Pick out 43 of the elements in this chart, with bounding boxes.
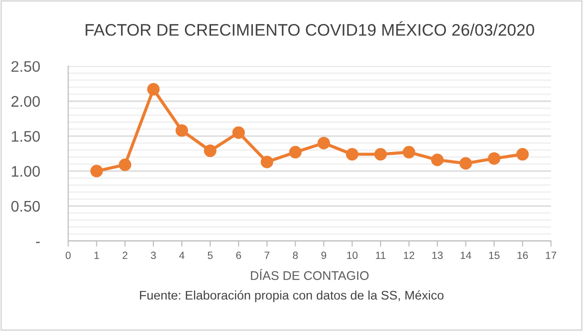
point <box>488 152 500 165</box>
x-tick-label: 5 <box>208 252 213 260</box>
y-tick-label: 2.00 <box>11 96 40 107</box>
x-tick-label: 13 <box>432 252 443 260</box>
x-tick-label: 12 <box>404 252 414 259</box>
x-tick-label: 14 <box>460 252 472 259</box>
y-tick-label: 0.50 <box>11 200 40 212</box>
x-tick-label: 3 <box>150 252 156 260</box>
point <box>90 164 103 178</box>
point <box>204 144 216 158</box>
x-tick-label: 1 <box>94 252 99 259</box>
x-tick-label: 17 <box>546 252 556 259</box>
y-tick-label: 1.50 <box>12 130 40 142</box>
point <box>346 148 358 161</box>
x-tick-label: 15 <box>489 252 500 260</box>
y-tick-label: - <box>36 242 40 244</box>
point <box>176 124 188 137</box>
point <box>147 83 160 96</box>
x-axis-title: DÍAS DE CONTAGIO <box>250 269 369 280</box>
x-tick-label: 2 <box>122 252 128 259</box>
point <box>260 156 274 168</box>
x-tick-label: 16 <box>518 252 528 260</box>
y-tick-label: 2.50 <box>11 61 40 72</box>
x-tick-label: 4 <box>179 252 184 259</box>
source-note: Fuente: Elaboración propia con datos de la SS, México <box>140 290 444 302</box>
x-tick-label: 0 <box>66 252 71 260</box>
point <box>460 157 472 170</box>
chart-title: FACTOR DE CRECIMIENTO COVID19 MÉXICO 26/03/2020 <box>86 21 534 36</box>
point <box>318 136 330 150</box>
x-tick-label: 6 <box>236 252 242 260</box>
x-tick-label: 8 <box>292 252 298 260</box>
point <box>289 146 302 158</box>
x-tick-label: 9 <box>321 252 326 260</box>
x-tick-label: 7 <box>264 252 270 259</box>
point <box>402 146 416 158</box>
point <box>516 148 529 161</box>
point <box>118 158 132 172</box>
point <box>431 154 444 166</box>
x-tick-label: 10 <box>347 252 358 260</box>
point <box>374 148 387 161</box>
point <box>232 126 245 139</box>
x-tick-label: 11 <box>376 252 386 259</box>
y-tick-label: 1.00 <box>12 166 40 177</box>
